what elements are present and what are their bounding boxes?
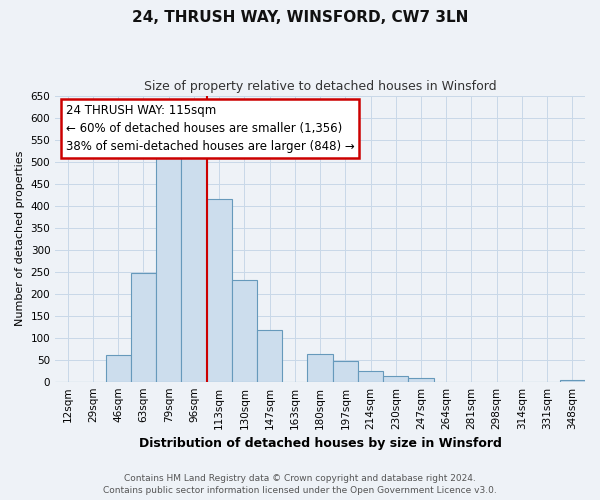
Bar [332, 362, 358, 382]
Bar [383, 376, 409, 382]
Bar [409, 378, 434, 382]
X-axis label: Distribution of detached houses by size in Winsford: Distribution of detached houses by size … [139, 437, 502, 450]
Bar [181, 157, 206, 382]
Bar [232, 280, 257, 382]
Bar [131, 272, 156, 382]
Bar [560, 380, 585, 382]
Bar [106, 356, 131, 382]
Bar [257, 330, 282, 382]
Bar [307, 354, 332, 382]
Y-axis label: Number of detached properties: Number of detached properties [15, 151, 25, 326]
Bar [156, 153, 181, 382]
Text: 24, THRUSH WAY, WINSFORD, CW7 3LN: 24, THRUSH WAY, WINSFORD, CW7 3LN [132, 10, 468, 25]
Bar [358, 370, 383, 382]
Bar [206, 199, 232, 382]
Title: Size of property relative to detached houses in Winsford: Size of property relative to detached ho… [144, 80, 496, 93]
Text: Contains HM Land Registry data © Crown copyright and database right 2024.
Contai: Contains HM Land Registry data © Crown c… [103, 474, 497, 495]
Text: 24 THRUSH WAY: 115sqm
← 60% of detached houses are smaller (1,356)
38% of semi-d: 24 THRUSH WAY: 115sqm ← 60% of detached … [66, 104, 355, 153]
